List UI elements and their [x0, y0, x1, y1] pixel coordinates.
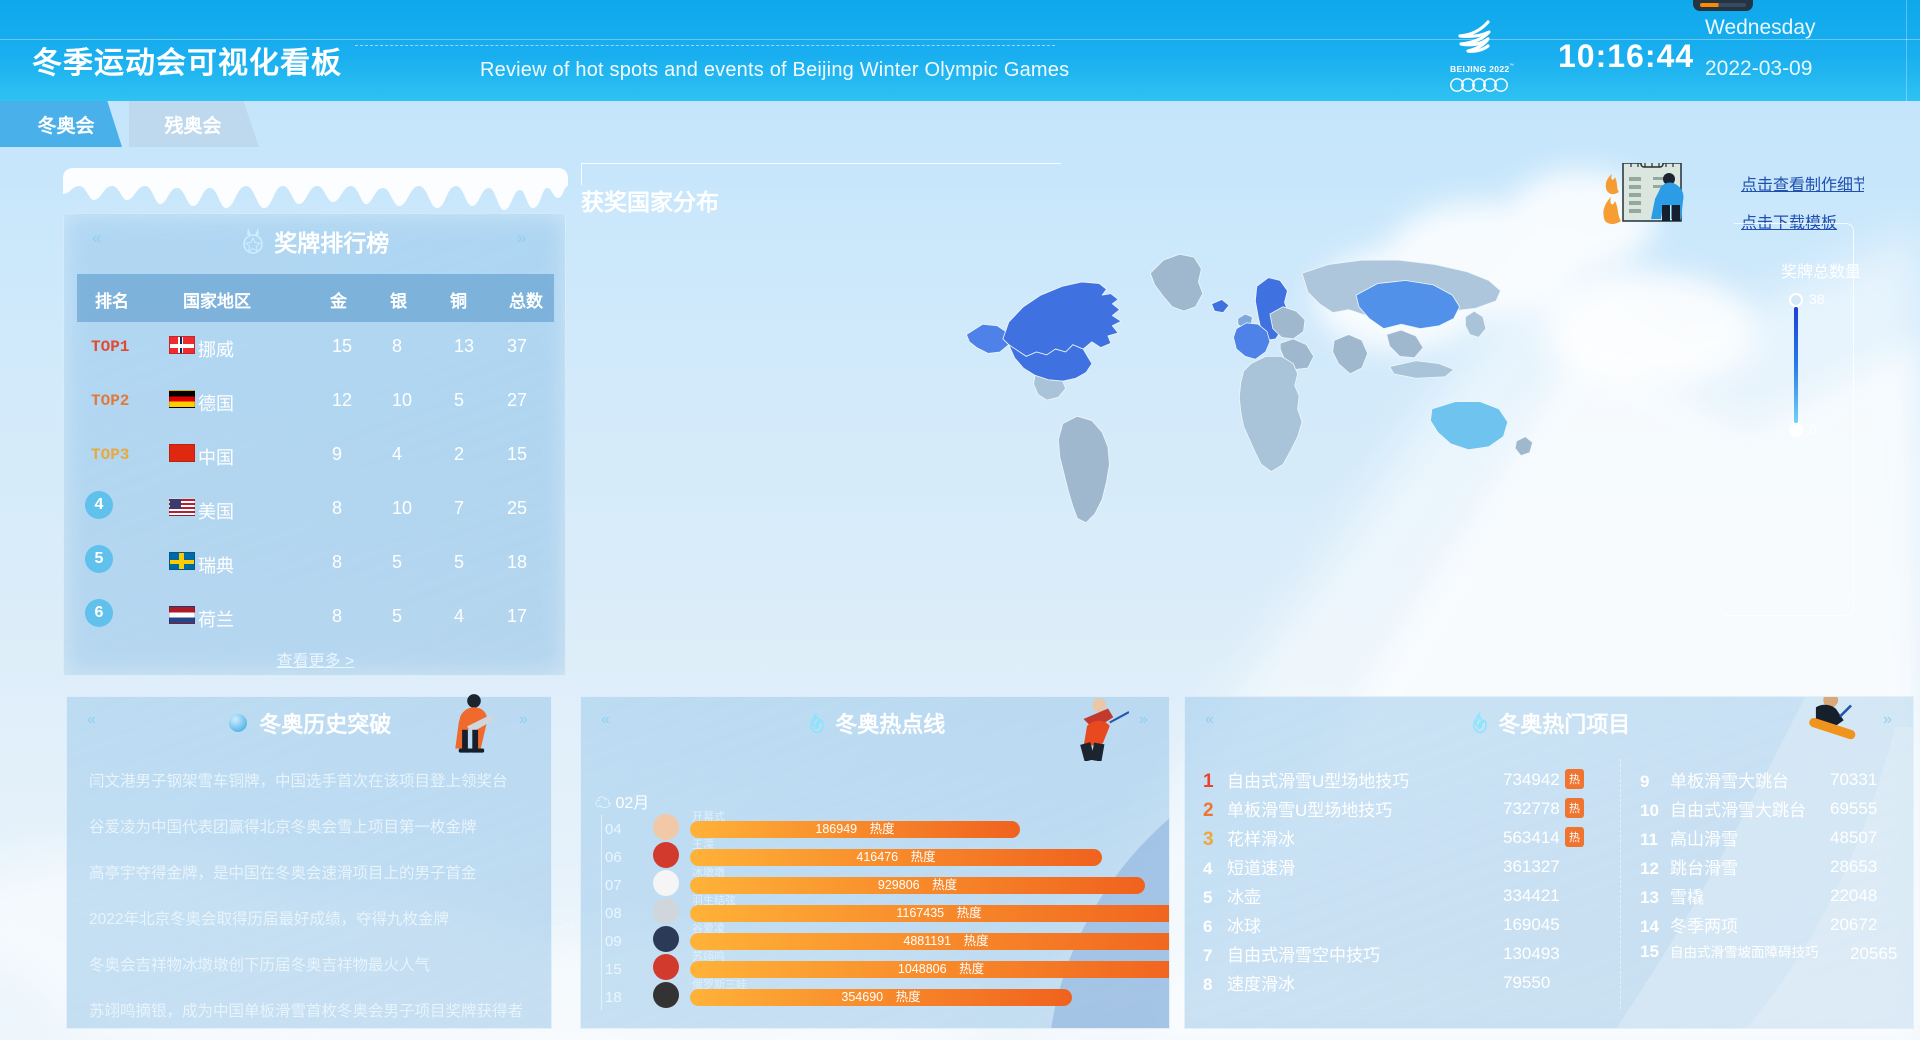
- svg-text:BEIJING 2022: BEIJING 2022: [1450, 64, 1510, 74]
- svg-text:™: ™: [1509, 63, 1514, 69]
